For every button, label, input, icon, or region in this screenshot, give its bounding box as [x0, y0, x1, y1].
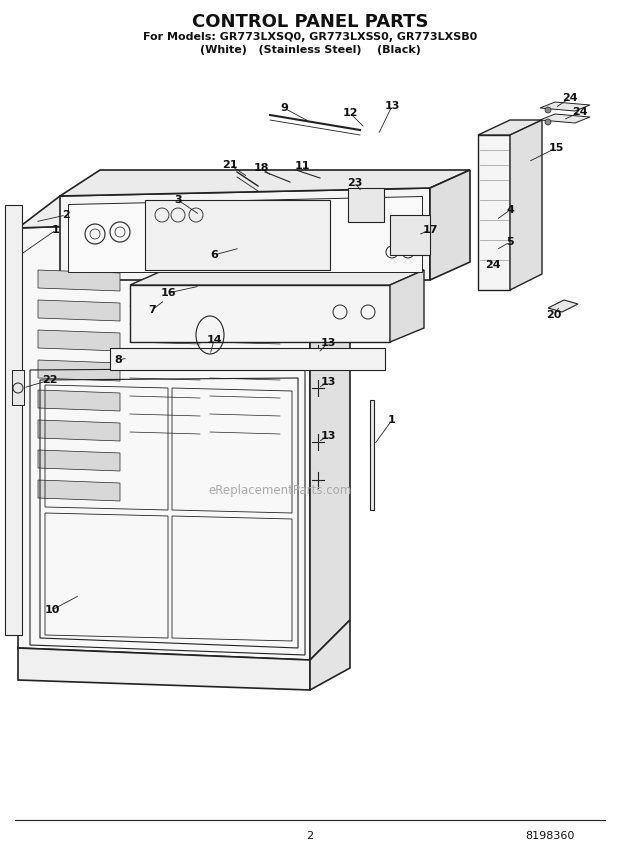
Polygon shape	[310, 620, 350, 690]
Text: 2: 2	[306, 831, 314, 841]
Polygon shape	[510, 120, 542, 290]
Text: 24: 24	[562, 93, 578, 103]
Polygon shape	[430, 170, 470, 280]
Text: 3: 3	[174, 195, 182, 205]
Polygon shape	[38, 480, 120, 501]
Polygon shape	[38, 360, 120, 381]
Polygon shape	[60, 170, 470, 196]
Text: 13: 13	[384, 101, 400, 111]
Polygon shape	[18, 648, 310, 690]
Text: 6: 6	[210, 250, 218, 260]
Text: 11: 11	[294, 161, 310, 171]
Circle shape	[545, 119, 551, 125]
Polygon shape	[478, 120, 542, 135]
Text: 13: 13	[321, 377, 335, 387]
Text: 16: 16	[160, 288, 176, 298]
Text: 4: 4	[506, 205, 514, 215]
Polygon shape	[60, 188, 430, 280]
Polygon shape	[370, 400, 374, 510]
Text: 13: 13	[321, 431, 335, 441]
Text: 8198360: 8198360	[526, 831, 575, 841]
Text: 18: 18	[253, 163, 268, 173]
Text: For Models: GR773LXSQ0, GR773LXSS0, GR773LXSB0: For Models: GR773LXSQ0, GR773LXSS0, GR77…	[143, 32, 477, 42]
Polygon shape	[548, 300, 578, 312]
Polygon shape	[390, 270, 424, 342]
Polygon shape	[540, 114, 590, 123]
Polygon shape	[18, 218, 310, 660]
Polygon shape	[130, 270, 424, 285]
Polygon shape	[38, 450, 120, 471]
Text: 14: 14	[206, 335, 222, 345]
Text: 15: 15	[548, 143, 564, 153]
Polygon shape	[130, 285, 390, 342]
Polygon shape	[110, 348, 385, 370]
Text: 7: 7	[148, 305, 156, 315]
Text: 17: 17	[422, 225, 438, 235]
Text: (White)   (Stainless Steel)    (Black): (White) (Stainless Steel) (Black)	[200, 45, 420, 55]
Circle shape	[545, 107, 551, 113]
Text: 2: 2	[62, 210, 70, 220]
Polygon shape	[5, 205, 22, 635]
Text: 24: 24	[485, 260, 501, 270]
Polygon shape	[145, 200, 330, 270]
Text: 5: 5	[506, 237, 514, 247]
Text: 23: 23	[347, 178, 363, 188]
Text: 24: 24	[572, 107, 588, 117]
Text: 20: 20	[546, 310, 562, 320]
Text: eReplacementParts.com: eReplacementParts.com	[208, 484, 352, 496]
Text: 22: 22	[42, 375, 58, 385]
Text: 21: 21	[222, 160, 237, 170]
Polygon shape	[12, 370, 24, 405]
Text: 8: 8	[114, 355, 122, 365]
Text: CONTROL PANEL PARTS: CONTROL PANEL PARTS	[192, 13, 428, 31]
Text: 13: 13	[321, 338, 335, 348]
Text: 10: 10	[44, 605, 60, 615]
Polygon shape	[390, 215, 430, 255]
Text: 9: 9	[280, 103, 288, 113]
Polygon shape	[38, 390, 120, 411]
Polygon shape	[38, 420, 120, 441]
Polygon shape	[68, 196, 422, 272]
Polygon shape	[540, 102, 590, 111]
Text: 12: 12	[342, 108, 358, 118]
Polygon shape	[38, 330, 120, 351]
Polygon shape	[18, 196, 350, 228]
Polygon shape	[38, 300, 120, 321]
Polygon shape	[310, 196, 350, 660]
Polygon shape	[478, 135, 510, 290]
Text: 1: 1	[52, 225, 60, 235]
Polygon shape	[348, 188, 384, 222]
Text: 1: 1	[388, 415, 396, 425]
Polygon shape	[38, 270, 120, 291]
